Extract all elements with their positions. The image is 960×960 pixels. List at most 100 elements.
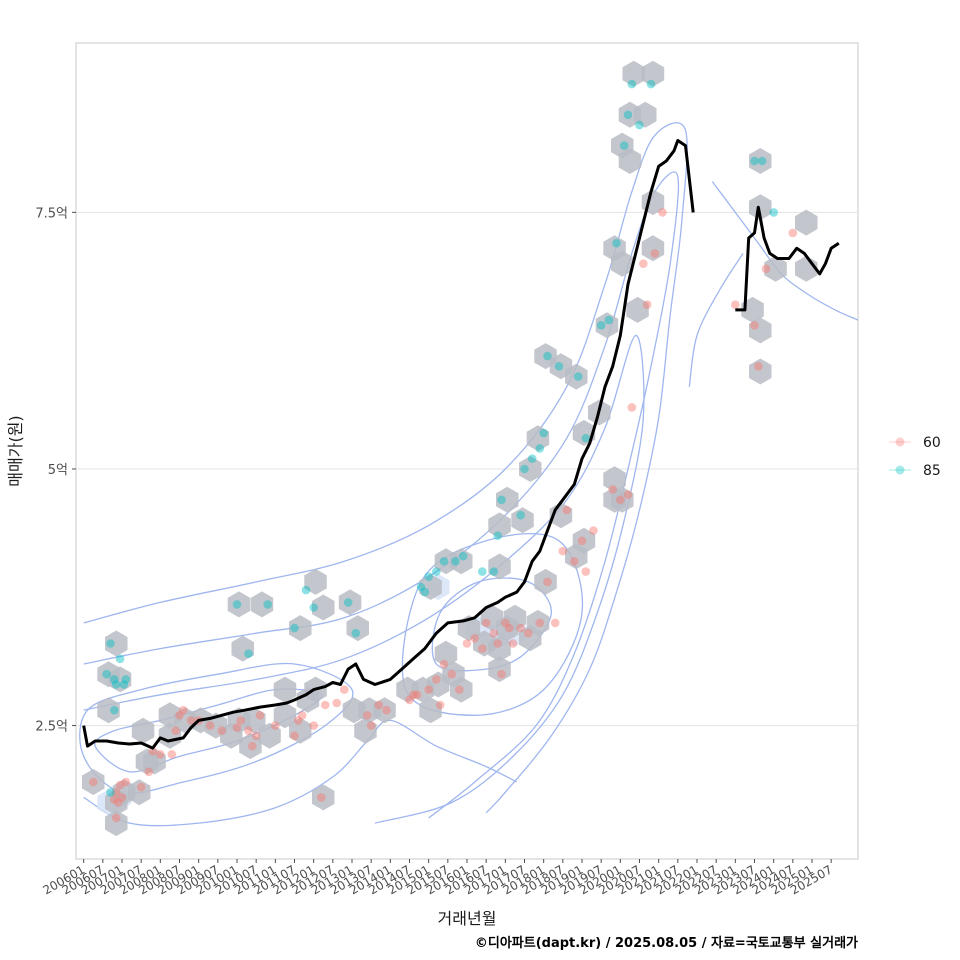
point-60: [111, 788, 121, 797]
hex-bin: [304, 568, 327, 595]
point-60: [205, 721, 215, 730]
point-85: [458, 551, 468, 561]
point-60: [144, 767, 154, 777]
point-85: [309, 603, 319, 612]
x-axis-title: 거래년월: [438, 909, 497, 928]
point-60: [570, 557, 579, 566]
hex-bin: [526, 609, 550, 636]
plot-panel: [75, 42, 859, 860]
point-85: [543, 351, 552, 361]
hex-bin: [243, 707, 266, 734]
point-60: [462, 639, 472, 648]
density-contour: [83, 719, 518, 827]
point-60: [432, 675, 441, 684]
point-60: [136, 782, 146, 792]
point-60: [558, 546, 568, 556]
legend-item-85: 85: [889, 463, 941, 479]
point-60: [251, 731, 261, 741]
point-60: [608, 485, 617, 494]
point-60: [493, 639, 503, 648]
hex-bin: [534, 568, 557, 595]
point-60: [581, 567, 591, 576]
point-60: [309, 721, 319, 730]
point-60: [171, 726, 180, 735]
hex-bin: [143, 748, 166, 775]
hex-bin: [105, 630, 128, 657]
point-60: [562, 505, 571, 515]
hex-bin: [595, 312, 619, 339]
hex-bin: [795, 209, 818, 236]
point-60: [435, 700, 445, 710]
point-85: [343, 598, 353, 607]
hex-bin: [250, 591, 274, 618]
point-85: [612, 238, 621, 248]
point-60: [179, 705, 188, 715]
point-85: [420, 587, 430, 597]
point-85: [646, 79, 656, 89]
point-60: [731, 300, 740, 310]
hex-bin: [526, 425, 550, 452]
point-85: [110, 675, 119, 684]
point-60: [156, 750, 165, 759]
hex-bin: [603, 466, 626, 493]
hex-bin: [273, 676, 297, 703]
point-60: [658, 208, 667, 217]
hex-bin: [105, 810, 128, 837]
point-60: [217, 726, 226, 735]
point-60: [439, 659, 449, 669]
legend-label-85: 85: [923, 463, 941, 479]
point-60: [761, 264, 771, 274]
point-85: [750, 156, 759, 166]
point-85: [121, 675, 131, 684]
hex-bin: [496, 486, 519, 513]
point-60: [374, 700, 384, 710]
point-60: [504, 623, 514, 633]
hex-bin: [346, 615, 369, 642]
hex-bin: [97, 697, 120, 724]
point-85: [110, 705, 119, 715]
point-60: [616, 495, 625, 505]
point-85: [619, 141, 629, 150]
point-60: [497, 669, 506, 679]
point-60: [366, 721, 376, 730]
hex-bin: [82, 769, 105, 795]
point-60: [478, 644, 487, 653]
hex-bin: [131, 717, 155, 744]
point-60: [639, 259, 648, 269]
point-85: [554, 362, 564, 371]
point-60: [516, 623, 525, 633]
point-85: [516, 510, 525, 520]
hex-bin: [764, 255, 787, 282]
point-85: [520, 464, 529, 474]
hex-bin: [749, 148, 772, 174]
hex-bin: [158, 702, 182, 729]
point-85: [535, 444, 545, 453]
point-85: [244, 649, 253, 658]
hex-bin: [158, 722, 182, 749]
point-60: [148, 746, 157, 756]
point-60: [754, 362, 763, 371]
hex-bin: [488, 553, 511, 580]
hex-bin: [273, 702, 297, 729]
point-85: [416, 582, 426, 592]
point-60: [297, 711, 307, 720]
point-60: [535, 618, 545, 628]
hex-bin: [231, 635, 254, 662]
point-85: [539, 428, 548, 438]
hex-bin: [626, 296, 649, 323]
hex-bin: [503, 604, 527, 631]
point-85: [232, 600, 242, 609]
hex-bin: [289, 615, 312, 642]
point-60: [248, 741, 257, 751]
density-contour: [83, 334, 645, 824]
hex-bin: [338, 589, 362, 616]
point-85: [424, 572, 434, 581]
point-85: [451, 557, 460, 566]
point-60: [382, 705, 391, 715]
hex-bin: [634, 101, 657, 128]
point-85: [439, 557, 449, 566]
point-60: [501, 618, 510, 628]
hex-bin: [373, 697, 396, 724]
hex-bin: [450, 548, 473, 575]
point-85: [623, 110, 633, 120]
